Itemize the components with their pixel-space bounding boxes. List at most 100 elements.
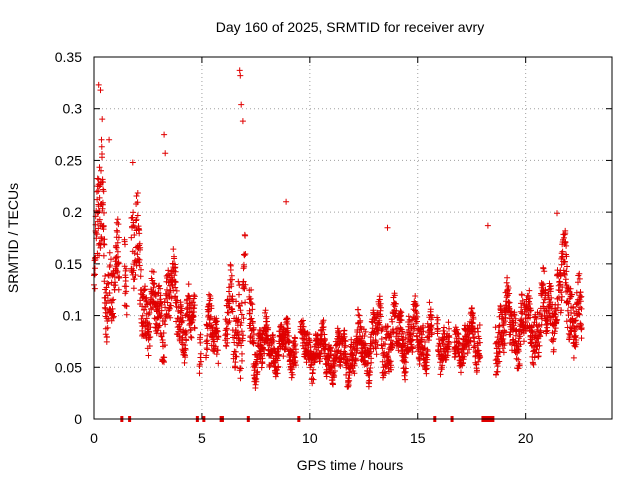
data-point [440, 337, 447, 343]
data-point [426, 299, 433, 306]
data-point [468, 305, 475, 311]
data-point [110, 314, 117, 321]
data-point [306, 331, 312, 338]
data-point [129, 214, 136, 221]
data-point [196, 370, 203, 377]
data-point [398, 309, 405, 316]
data-point [154, 327, 161, 334]
data-point [569, 291, 575, 298]
data-point [405, 313, 412, 320]
data-point [212, 343, 219, 350]
data-point [114, 229, 121, 235]
data-point [227, 262, 234, 269]
data-point [573, 337, 580, 343]
data-point [128, 234, 135, 241]
data-point [106, 290, 113, 296]
data-point [352, 357, 359, 364]
data-point [110, 313, 117, 320]
data-point [284, 315, 290, 322]
data-point [131, 276, 138, 282]
data-point [574, 323, 581, 330]
data-point [561, 234, 567, 241]
data-point [423, 362, 430, 369]
data-point [576, 270, 583, 277]
data-point [533, 346, 540, 353]
data-point [275, 351, 282, 358]
data-point [123, 303, 130, 310]
data-point [92, 271, 98, 278]
data-point [446, 339, 453, 346]
data-point [162, 150, 169, 157]
data-point [343, 353, 349, 360]
data-point [205, 308, 212, 315]
data-point [474, 367, 480, 374]
data-point [237, 365, 244, 372]
data-point [562, 276, 569, 283]
data-point [105, 281, 112, 287]
data-point [434, 328, 441, 335]
data-point [529, 329, 536, 336]
data-point [239, 118, 246, 125]
data-point [225, 319, 232, 326]
data-point [331, 372, 338, 379]
data-point [546, 310, 553, 316]
data-point [198, 358, 204, 365]
data-point [544, 327, 551, 334]
data-point [188, 334, 195, 341]
data-point [240, 315, 247, 322]
data-point [233, 298, 240, 305]
data-point [393, 300, 399, 307]
data-point [223, 343, 230, 350]
data-point [183, 336, 189, 343]
data-point [506, 290, 513, 297]
data-point [93, 188, 100, 195]
data-point [170, 246, 177, 253]
data-point [246, 310, 253, 317]
data-point [131, 224, 138, 231]
data-point [156, 282, 163, 289]
data-point [292, 335, 299, 342]
data-point [570, 303, 577, 310]
data-point [106, 249, 113, 256]
data-point [354, 347, 361, 354]
data-point [548, 283, 554, 289]
data-point [197, 331, 204, 338]
data-point [572, 317, 579, 324]
data-point [346, 377, 353, 384]
data-point [136, 227, 143, 234]
data-point [248, 300, 255, 307]
x-axis-label: GPS time / hours [297, 457, 404, 473]
data-point [114, 239, 121, 246]
data-point [311, 359, 318, 366]
data-point [506, 299, 513, 306]
data-point [188, 326, 194, 333]
data-point [265, 324, 272, 331]
data-point [494, 368, 501, 375]
data-point [229, 308, 236, 315]
data-point [511, 311, 518, 318]
data-point [254, 368, 261, 375]
data-point [357, 324, 364, 331]
y-tick-label: 0.25 [55, 152, 82, 168]
data-point [259, 355, 266, 362]
data-point [563, 253, 570, 260]
data-point [135, 256, 142, 262]
data-point [94, 231, 100, 238]
data-point [446, 325, 452, 332]
data-point [518, 292, 525, 299]
data-point [434, 320, 441, 327]
data-point [207, 313, 214, 320]
data-point [561, 272, 568, 278]
data-point [138, 266, 144, 273]
data-point [471, 343, 478, 350]
data-point [161, 131, 168, 138]
data-point [476, 339, 483, 346]
data-point [515, 348, 522, 355]
data-point [143, 297, 150, 304]
data-point [92, 265, 98, 272]
data-point [242, 281, 249, 288]
data-point [476, 354, 483, 361]
y-tick-label: 0.35 [55, 49, 82, 65]
data-point [423, 351, 430, 358]
data-point [224, 339, 231, 346]
